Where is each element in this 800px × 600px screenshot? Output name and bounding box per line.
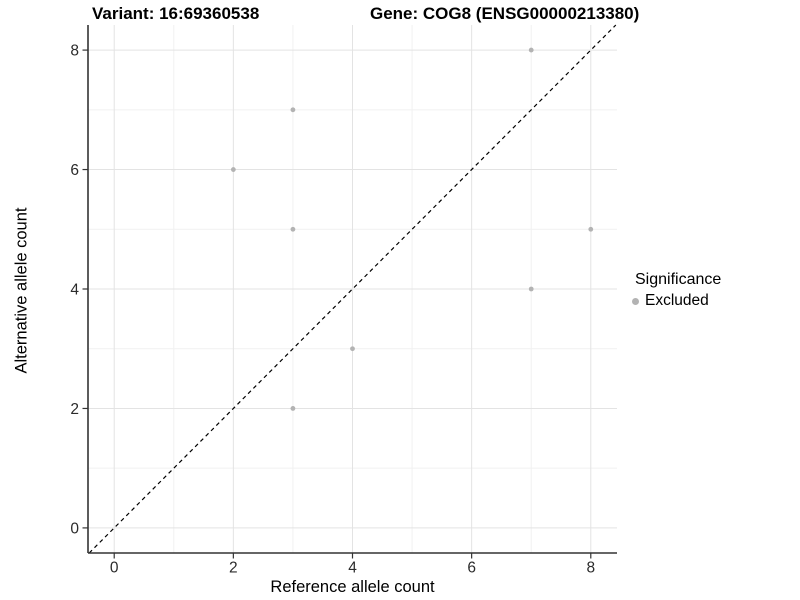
svg-text:8: 8 xyxy=(70,43,79,60)
svg-text:8: 8 xyxy=(586,559,595,576)
plot-title-variant: Variant: 16:69360538 xyxy=(92,4,260,23)
svg-text:4: 4 xyxy=(348,559,357,576)
svg-text:6: 6 xyxy=(467,559,476,576)
legend-item-excluded: Excluded xyxy=(632,292,721,310)
svg-text:4: 4 xyxy=(70,282,79,299)
legend: Significance Excluded xyxy=(632,271,721,310)
svg-text:0: 0 xyxy=(110,559,119,576)
x-axis-label: Reference allele count xyxy=(270,578,435,596)
svg-text:6: 6 xyxy=(70,162,79,179)
plot-title-gene: Gene: COG8 (ENSG00000213380) xyxy=(370,4,640,23)
legend-point-icon xyxy=(632,297,639,305)
svg-text:0: 0 xyxy=(70,520,79,537)
svg-text:2: 2 xyxy=(70,401,79,418)
y-axis-label: Alternative allele count xyxy=(12,207,31,374)
legend-title: Significance xyxy=(635,271,722,288)
legend-item-label: Excluded xyxy=(645,292,709,309)
svg-text:2: 2 xyxy=(229,559,238,576)
